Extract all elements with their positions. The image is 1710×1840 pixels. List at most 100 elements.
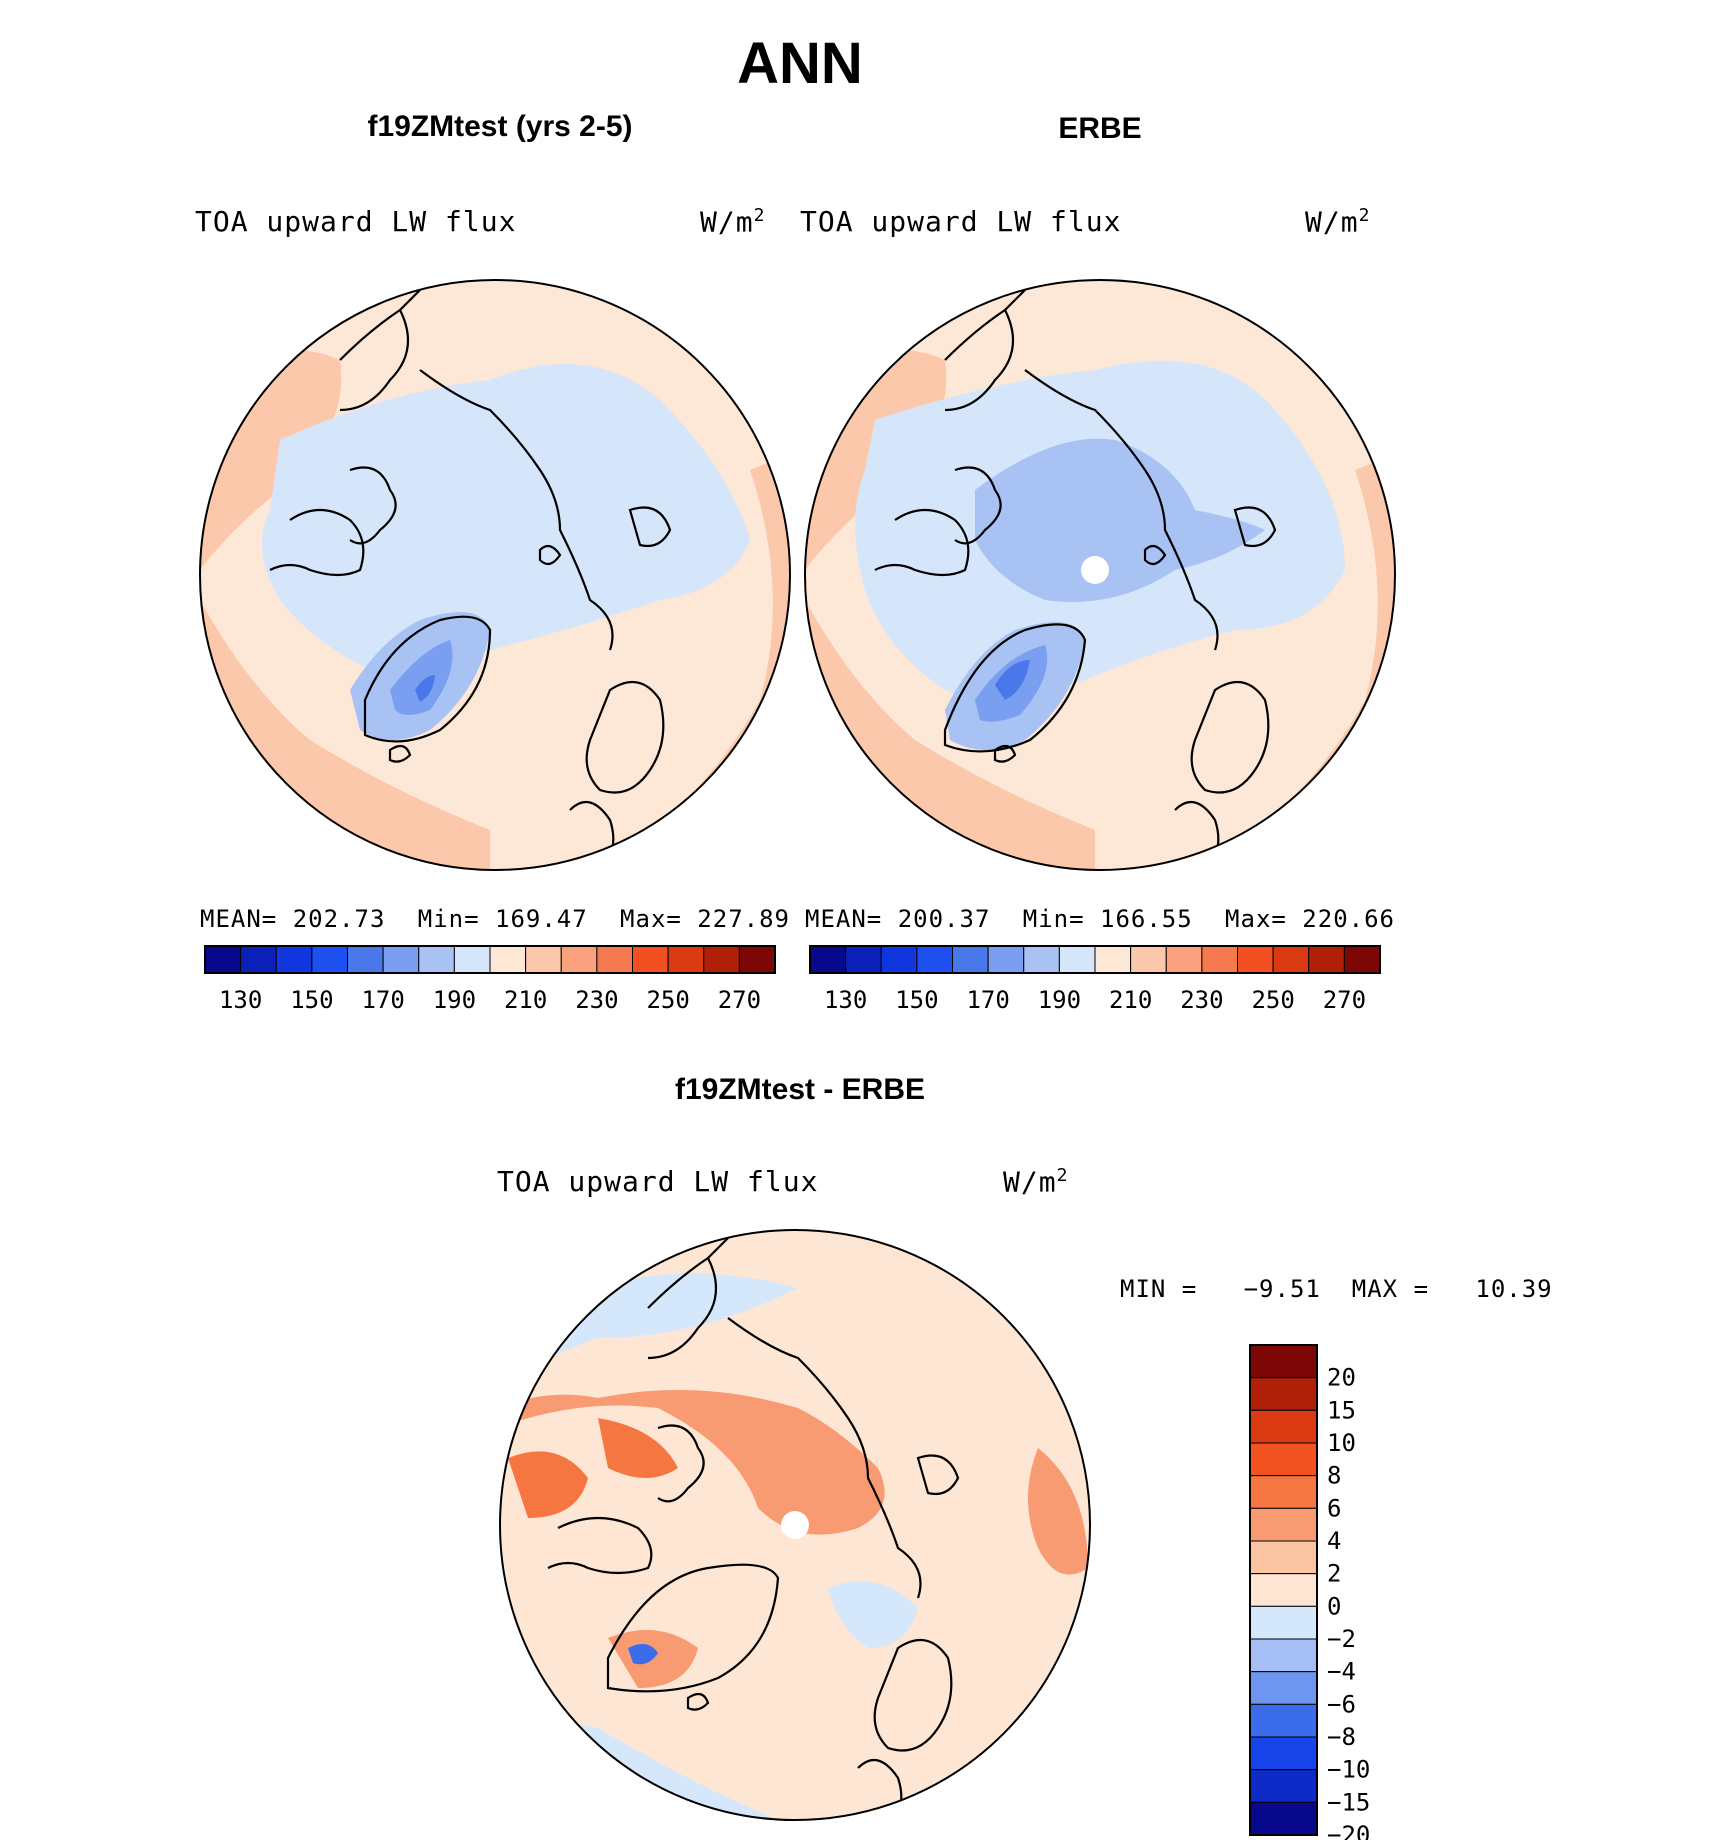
colorbar-swatch [952,945,989,974]
panel-1-stats: MEAN= 202.73 Min= 169.47 Max= 227.89 [200,905,790,933]
colorbar-tick-label: 130 [219,986,262,1014]
colorbar-swatch [1249,1475,1318,1509]
colorbar-tick-label: −8 [1327,1723,1356,1751]
colorbar-tick-label: −15 [1327,1788,1370,1816]
colorbar-swatch [1249,1540,1318,1575]
colorbar-tick-label: 8 [1327,1462,1341,1490]
panel-1-min: Min= 169.47 [417,905,588,933]
panel-3-field-warm-spot-2 [598,1418,678,1478]
colorbar-tick-label: 250 [646,986,689,1014]
colorbar-tick-label: 2 [1327,1560,1341,1588]
panel-2-mean: MEAN= 200.37 [805,905,991,933]
colorbar-swatch [1249,1573,1318,1607]
colorbar-frame [809,945,1381,974]
panel-2-max: Max= 220.66 [1225,905,1395,933]
colorbar-swatch [1249,1769,1318,1803]
panel-3-map-border [499,1229,1091,1821]
panel-2-variable-label: TOA upward LW flux [800,205,1122,238]
colorbar-swatch [880,945,918,974]
colorbar-swatch [845,945,882,974]
panel-3-field-east-warm [1028,1448,1088,1575]
colorbar-swatch [809,945,847,974]
colorbar-swatch [1023,945,1060,974]
colorbar-swatch [1249,1409,1318,1444]
panel-1-field-arctic-cold [262,364,750,677]
colorbar-tick-label: 150 [290,986,333,1014]
colorbar-swatch [1249,1605,1318,1640]
colorbar-swatch [1094,945,1132,974]
colorbar-swatch [1249,1736,1318,1771]
panel-2-stats: MEAN= 200.37 Min= 166.55 Max= 220.66 [805,905,1395,933]
colorbar-swatch [240,945,277,974]
panel-1-map [199,279,791,871]
panel-1-max: Max= 227.89 [620,905,790,933]
panel-3-max: MAX = 10.39 [1351,1275,1553,1303]
panel-1-colorbar: 130 150 170 190 210 230 250 270 [204,945,776,1014]
panel-1-title: f19ZMtest (yrs 2-5) [367,110,633,143]
panel-1-field-greenland-core [390,640,453,715]
panel-1-map-border [199,279,791,871]
panel-3-field-greenland-cold [628,1644,658,1665]
panel-2-units-label: W/m2 [1305,205,1371,239]
colorbar-tick-label: 0 [1327,1592,1341,1620]
colorbar-tick-label: 210 [504,986,547,1014]
colorbar-tick-label: 230 [575,986,618,1014]
colorbar-tick-label: −4 [1327,1658,1356,1686]
colorbar-tick-label: −20 [1327,1821,1370,1840]
colorbar-tick-label: 20 [1327,1364,1356,1392]
panel-2-title: ERBE [1058,112,1142,145]
colorbar-tick-label: −2 [1327,1625,1356,1653]
colorbar-swatch [1165,945,1203,974]
panel-2-field-greenland-min [995,660,1030,700]
colorbar-swatch [1249,1442,1318,1477]
colorbar-swatch [1130,945,1167,974]
panel-1-variable-label: TOA upward LW flux [195,205,517,238]
colorbar-tick-label: 190 [1038,986,1081,1014]
panel-3-units-label: W/m2 [1003,1165,1069,1199]
colorbar-tick-label: −10 [1327,1756,1370,1784]
panel-2-coastlines [874,289,1277,870]
colorbar-swatch [596,945,633,974]
colorbar-tick-label: 170 [966,986,1009,1014]
colorbar-swatch [1249,1703,1318,1738]
panel-1-mean: MEAN= 202.73 [200,905,386,933]
colorbar-swatch [560,945,598,974]
colorbar-tick-label: 270 [718,986,761,1014]
panel-3-field-greenland-warm [608,1630,698,1688]
panel-2-missing-pole [1081,556,1109,584]
colorbar-tick-label: 15 [1327,1396,1356,1424]
colorbar-tick-label: 190 [433,986,476,1014]
colorbar-swatch [525,945,562,974]
colorbar-tick-label: 270 [1323,986,1366,1014]
colorbar-swatch [347,945,384,974]
colorbar-tick-label: 10 [1327,1429,1356,1457]
colorbar-swatch [1343,945,1381,974]
panel-3-map [499,1229,1091,1821]
colorbar-swatch [1201,945,1238,974]
colorbar-tick-label: 6 [1327,1494,1341,1522]
colorbar-swatch [382,945,420,974]
colorbar-swatch [453,945,491,974]
colorbar-swatch [667,945,705,974]
colorbar-swatch [204,945,242,974]
panel-3-field-warm-spot-1 [508,1451,588,1518]
colorbar-swatch [1249,1507,1318,1542]
colorbar-tick-label: 4 [1327,1527,1341,1555]
colorbar-swatch [1058,945,1096,974]
colorbar-swatch [1249,1377,1318,1411]
panel-2-colorbar: 130 150 170 190 210 230 250 270 [809,945,1381,1014]
colorbar-tick-label: 130 [824,986,867,1014]
colorbar-swatch [1249,1671,1318,1705]
panel-1-field-greenland-min [415,675,435,702]
colorbar-swatch [275,945,313,974]
colorbar-tick-label: −6 [1327,1690,1356,1718]
colorbar-tick-label: 150 [895,986,938,1014]
panel-2-min: Min= 166.55 [1022,905,1193,933]
panel-2-map [804,279,1396,871]
panel-2-map-border [804,279,1396,871]
colorbar-swatch [1308,945,1345,974]
panel-3-missing-pole [781,1511,809,1539]
colorbar-swatch [311,945,348,974]
colorbar-swatch [1237,945,1274,974]
